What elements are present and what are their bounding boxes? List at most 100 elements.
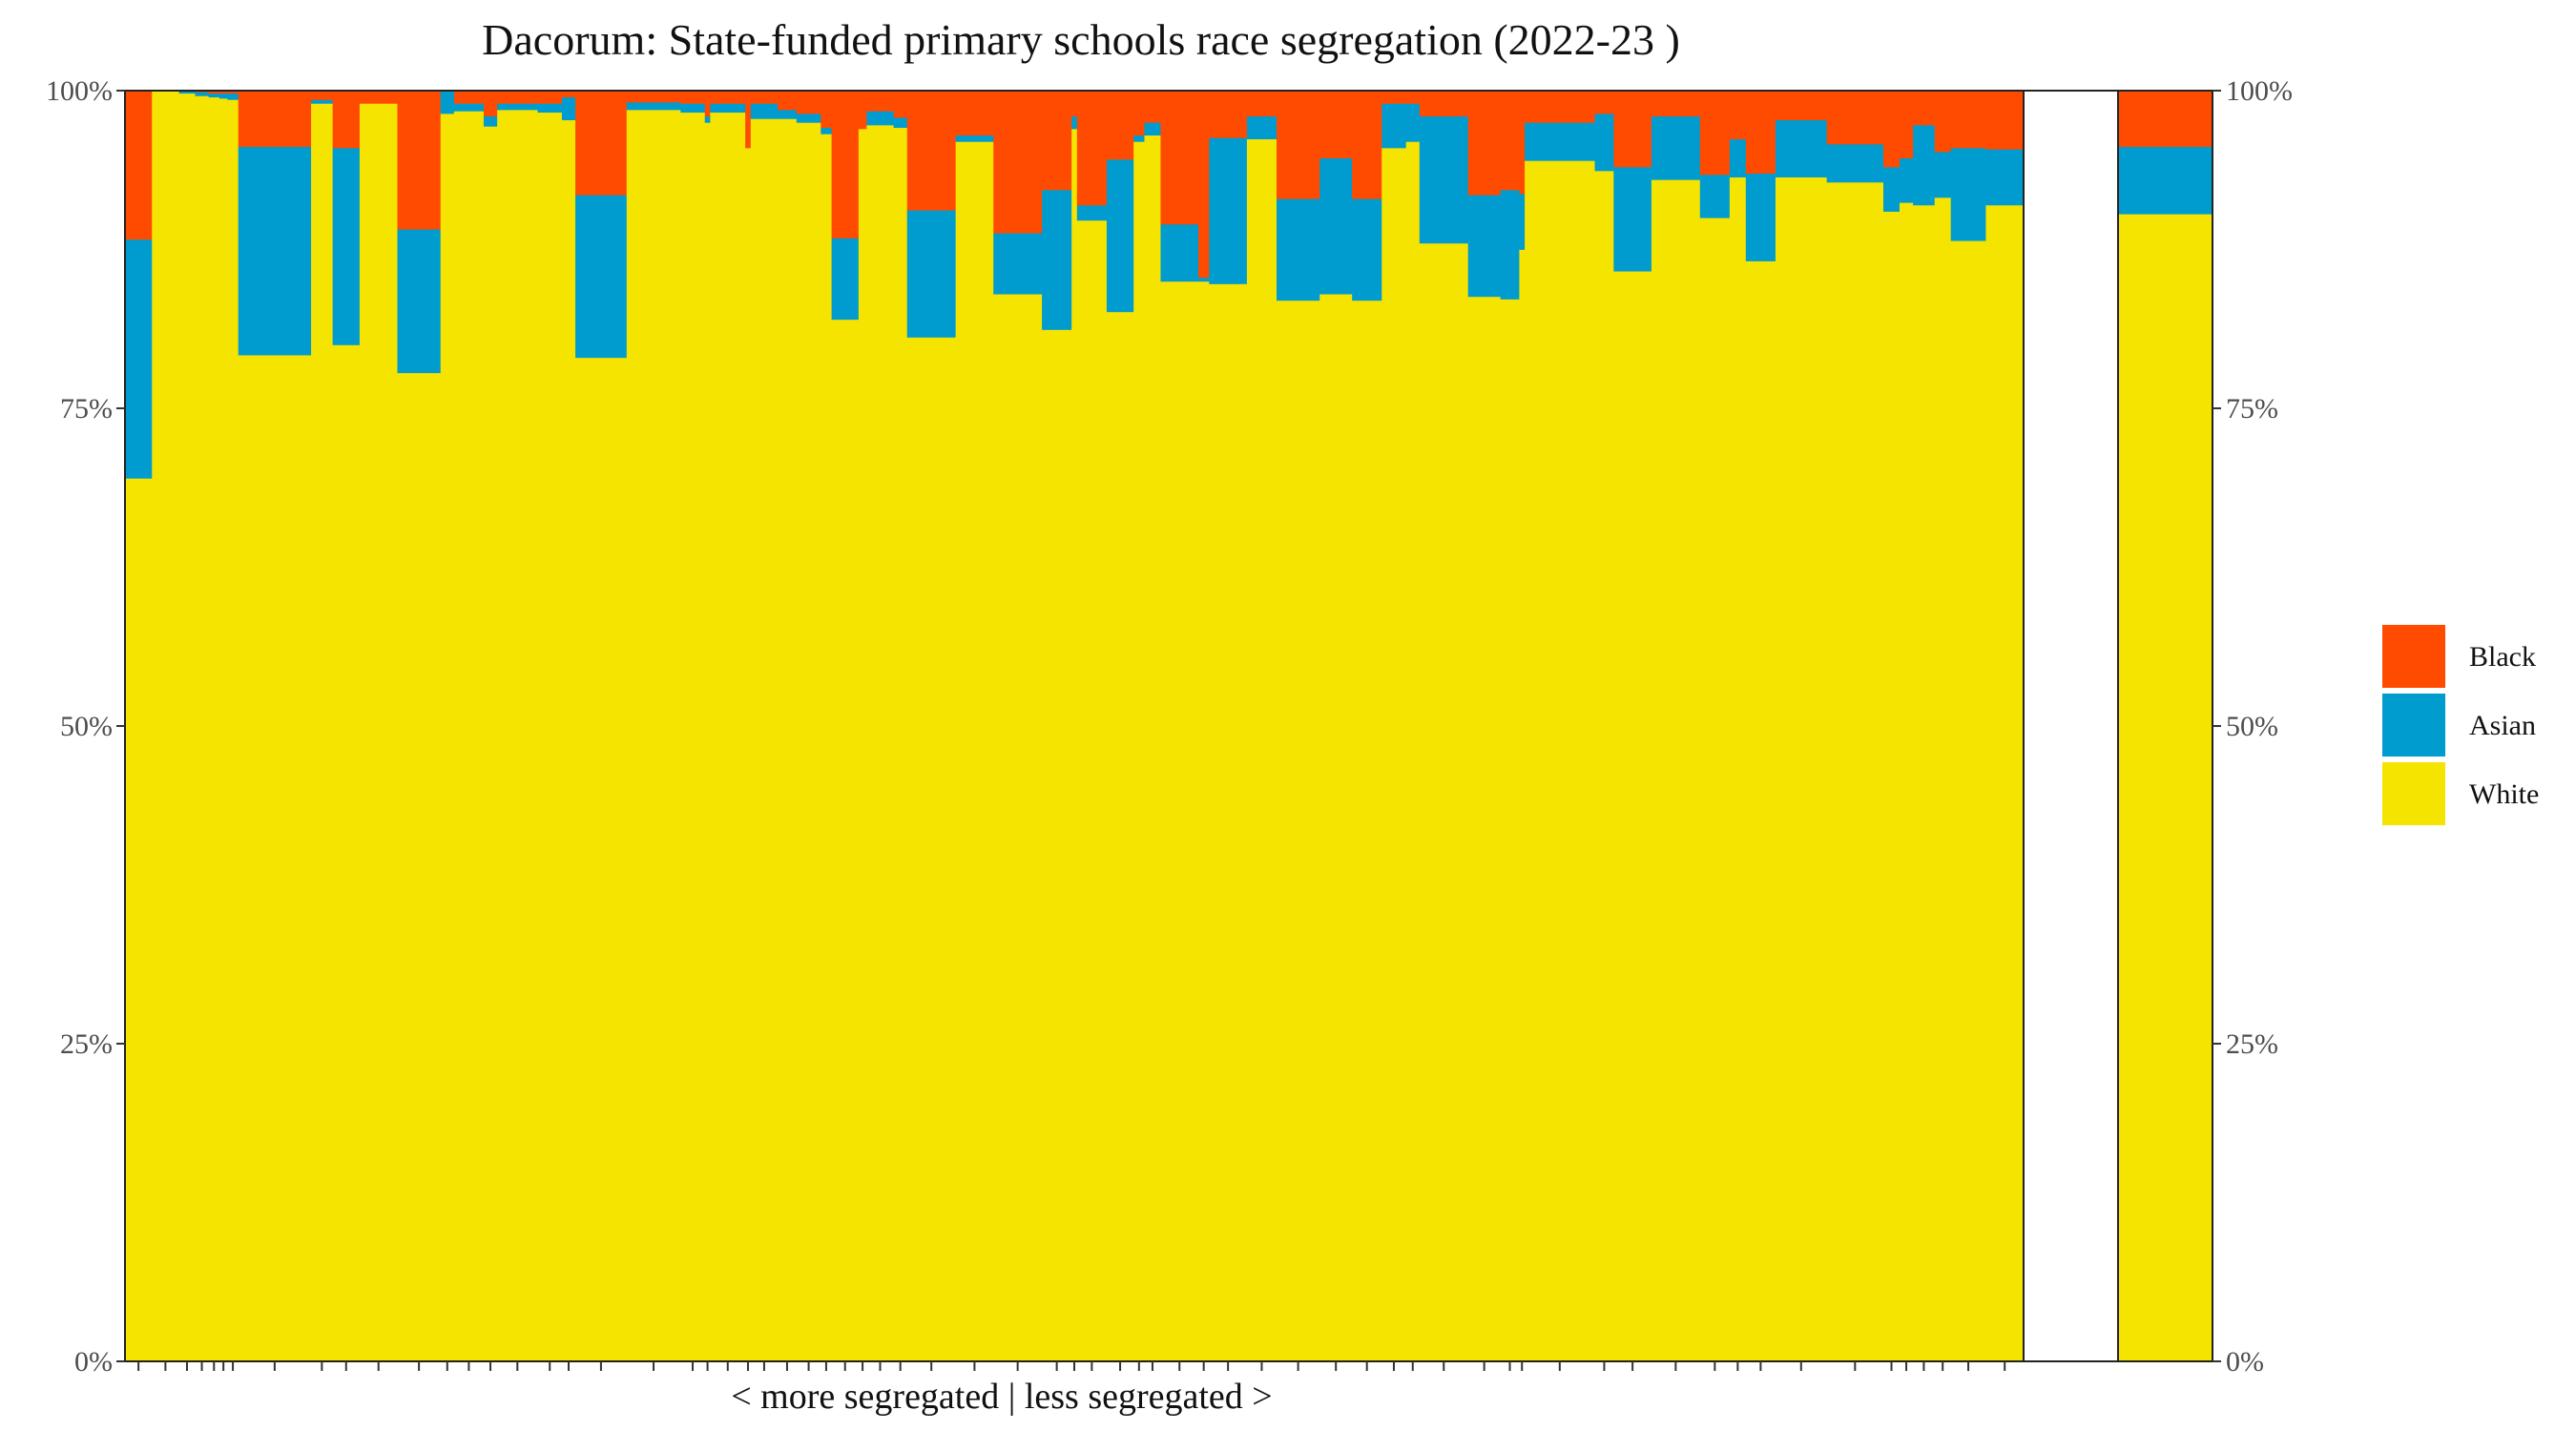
bar-segment-white [704, 122, 711, 1362]
school-bar [831, 91, 860, 1362]
bar-segment-asian [710, 103, 746, 114]
bar-segment-white [778, 118, 798, 1362]
bar-segment-asian [178, 91, 197, 94]
bar-segment-white [821, 134, 833, 1362]
bar-segment-black [778, 91, 798, 111]
bar-segment-asian [1950, 147, 1987, 241]
bar-segment-black [626, 91, 681, 103]
bar-segment-black [831, 91, 860, 238]
bar-segment-black [1913, 91, 1936, 126]
bar-segment-white [955, 141, 994, 1362]
bar-segment-black [955, 91, 994, 136]
y-tick-label-left: 50% [60, 711, 113, 742]
bar-segment-black [1745, 91, 1776, 174]
bar-segment-asian [453, 103, 485, 112]
bar-segment-black [1525, 91, 1596, 123]
bar-segment-white [1519, 249, 1526, 1362]
school-bar [710, 91, 746, 1362]
bar-segment-asian [704, 115, 711, 123]
school-bar [1419, 91, 1469, 1362]
legend-label: White [2469, 778, 2539, 810]
school-bar [1651, 91, 1701, 1362]
school-bar [1467, 91, 1502, 1362]
legend-swatch [2382, 694, 2445, 757]
school-bar [1277, 91, 1320, 1362]
bar-segment-black [1826, 91, 1884, 145]
bar-segment-asian [1519, 193, 1526, 250]
bar-segment-black [1594, 91, 1614, 114]
bar-segment-black [750, 91, 779, 104]
school-bar [483, 91, 498, 1362]
total-segment-black [2118, 91, 2212, 148]
bar-segment-white [626, 109, 681, 1362]
bar-segment-white [906, 337, 957, 1362]
bar-segment-white [483, 126, 498, 1362]
bar-segment-black [680, 91, 706, 104]
bar-segment-asian [1899, 157, 1914, 203]
bar-segment-white [1699, 218, 1731, 1362]
bar-segment-asian [1525, 122, 1596, 161]
legend-label: Black [2469, 641, 2536, 673]
y-tick-label-right: 50% [2226, 711, 2278, 742]
bar-segment-white [1209, 283, 1248, 1362]
bar-segment-asian [893, 116, 908, 129]
bar-segment-black [1519, 91, 1526, 195]
bar-segment-asian [1381, 103, 1407, 149]
bar-segment-asian [1419, 115, 1469, 244]
school-bar [178, 91, 197, 1362]
school-bar [1246, 91, 1278, 1362]
bar-segment-white [1775, 176, 1828, 1362]
legend-item-black: Black [2382, 625, 2536, 688]
bar-segment-asian [440, 91, 455, 114]
y-tick-label-right: 0% [2226, 1346, 2264, 1378]
total-segment-asian [2118, 146, 2212, 215]
y-tick-label-left: 25% [60, 1028, 113, 1060]
axes: 0% 0% 25% 25% 50% 50% 75% 75% 100% 100% [46, 75, 2293, 1378]
school-bar [1594, 91, 1614, 1362]
school-bar [778, 91, 798, 1362]
school-bar [537, 91, 563, 1362]
bar-segment-asian [1913, 124, 1936, 206]
bar-segment-black [1775, 91, 1828, 121]
bar-segment-black [1246, 91, 1278, 117]
school-bar [440, 91, 455, 1362]
bar-segment-white [680, 112, 706, 1362]
bar-segment-asian [626, 101, 681, 111]
bar-segment-asian [1699, 174, 1731, 218]
bar-segment-asian [311, 99, 334, 104]
bar-segment-asian [1405, 103, 1421, 142]
bar-segment-white [745, 147, 752, 1362]
bar-segment-white [993, 294, 1043, 1362]
bar-segment-black [893, 91, 908, 118]
bar-segment-white [178, 93, 197, 1362]
bar-segment-asian [1076, 204, 1108, 221]
bar-segment-black [1699, 91, 1731, 176]
bar-segment-white [440, 113, 455, 1362]
bar-segment-black [575, 91, 628, 196]
bar-segment-white [152, 91, 180, 1362]
bar-segment-black [208, 91, 220, 94]
bar-segment-black [993, 91, 1043, 234]
bar-segment-black [483, 91, 498, 117]
school-bar [1209, 91, 1248, 1362]
school-bar [453, 91, 485, 1362]
bar-segment-black [497, 91, 539, 104]
bar-segment-black [906, 91, 957, 211]
school-bar [1500, 91, 1521, 1362]
bar-segment-white [1899, 202, 1914, 1362]
bar-segment-black [227, 91, 239, 94]
bar-segment-black [1899, 91, 1914, 158]
bar-segment-white [1277, 300, 1320, 1362]
bar-segment-white [359, 103, 399, 1362]
bar-segment-black [1985, 91, 2025, 150]
bar-segment-asian [1042, 189, 1072, 330]
bar-segment-black [1042, 91, 1072, 191]
bar-segment-white [1745, 260, 1776, 1362]
school-bar [125, 91, 153, 1362]
school-bar [993, 91, 1043, 1362]
bar-segment-white [1319, 294, 1353, 1362]
school-bar [497, 91, 539, 1362]
bar-segment-white [575, 357, 628, 1362]
school-bar [1042, 91, 1072, 1362]
bar-segment-asian [1500, 189, 1521, 300]
